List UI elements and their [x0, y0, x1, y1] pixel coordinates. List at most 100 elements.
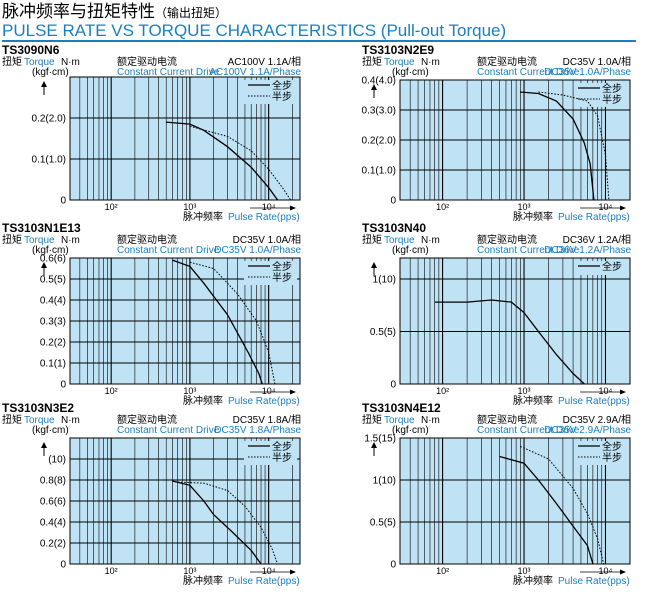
drive-spec-en: DC35V 1.0A/Phase	[214, 245, 301, 256]
drive-label-cn: 额定驱动电流	[477, 413, 537, 426]
y-tick-label: 0.5(5)	[370, 327, 396, 338]
torque-label-en: Torque	[24, 415, 55, 426]
drive-label-en: Constant Current Drive	[477, 67, 580, 78]
torque-unit-kgf: (kgf·cm)	[32, 425, 69, 436]
model-name: TS3103N3E2	[2, 401, 74, 415]
torque-label-en: Torque	[384, 57, 415, 68]
torque-unit: N·m	[421, 235, 440, 246]
y-tick-label: 0	[60, 196, 66, 207]
drive-spec-en: DC36V 1.2A/Phase	[544, 245, 631, 256]
x-axis-arrowhead	[290, 569, 296, 575]
y-tick-label: 0.8(8)	[40, 476, 66, 487]
x-tick-label: 10³	[518, 566, 531, 576]
torque-label-cn: 扭矩	[2, 55, 22, 68]
torque-unit: N·m	[421, 415, 440, 426]
x-axis-arrowhead	[290, 205, 296, 211]
y-tick-label: 0	[60, 380, 66, 391]
legend-bg	[244, 80, 297, 104]
series-full	[172, 480, 262, 565]
torque-unit-kgf: (kgf·cm)	[32, 67, 69, 78]
drive-spec-en: DC35V 1.8A/Phase	[214, 425, 301, 436]
y-tick-label: 0.3(3.0)	[362, 106, 396, 117]
x-label-cn: 脉冲频率	[513, 394, 553, 407]
x-axis-arrowhead	[620, 569, 626, 575]
y-tick-label: 0.2(2)	[40, 539, 66, 550]
page-title-cn: 脉冲频率与扭矩特性（输出扭矩）	[2, 2, 227, 23]
torque-unit: N·m	[61, 235, 80, 246]
title-divider	[2, 40, 636, 42]
y-tick-label: 1(10)	[373, 275, 396, 286]
legend: 全步	[574, 260, 627, 275]
legend-bg	[574, 261, 627, 275]
title-cn-subtitle: （输出扭矩）	[155, 6, 228, 20]
series-half	[520, 445, 605, 565]
drive-label-cn: 额定驱动电流	[477, 55, 537, 68]
x-label-en: Pulse Rate(pps)	[558, 576, 630, 587]
x-tick-label: 10²	[436, 566, 449, 576]
plot-frame	[399, 79, 631, 201]
series-full	[520, 91, 595, 201]
x-label-cn: 脉冲频率	[513, 574, 553, 587]
drive-spec-cn: AC100V 1.1A/相	[228, 55, 301, 68]
legend-label-full: 全步	[272, 79, 292, 92]
torque-label-cn: 扭矩	[2, 413, 22, 426]
x-axis-arrowhead	[620, 389, 626, 395]
y-tick-label: 0.2(2.0)	[362, 136, 396, 147]
drive-label-cn: 额定驱动电流	[117, 233, 177, 246]
x-axis-arrowhead	[620, 205, 626, 211]
x-tick-label: 10²	[436, 386, 449, 396]
torque-unit-kgf: (kgf·cm)	[392, 245, 429, 256]
x-label-en: Pulse Rate(pps)	[228, 212, 300, 223]
y-tick-label: 0.4(4)	[40, 296, 66, 307]
series-half	[189, 261, 276, 385]
legend-label-half: 半步	[272, 451, 292, 464]
legend-bg	[574, 83, 627, 107]
torque-unit-kgf: (kgf·cm)	[392, 67, 429, 78]
y-tick-label: 0.1(1)	[40, 359, 66, 370]
torque-unit-kgf: (kgf·cm)	[32, 245, 69, 256]
y-tick-label: 0	[390, 380, 396, 391]
y-tick-label: 0	[60, 560, 66, 571]
x-tick-label: 10⁴	[599, 386, 613, 396]
x-tick-label: 10⁴	[262, 202, 276, 212]
drive-spec-en: DC35V 2.9A/Phase	[544, 425, 631, 436]
x-label-cn: 脉冲频率	[183, 394, 223, 407]
legend-bg	[574, 441, 627, 465]
torque-label-cn: 扭矩	[362, 55, 382, 68]
y-tick-label: 0.1(1.0)	[362, 166, 396, 177]
torque-label-en: Torque	[384, 415, 415, 426]
torque-label-cn: 扭矩	[362, 233, 382, 246]
legend-label-full: 全步	[602, 440, 622, 453]
y-tick-label: 0.4(4.0)	[362, 76, 396, 87]
y-axis-arrowhead	[371, 84, 377, 90]
torque-unit-kgf: (kgf·cm)	[392, 425, 429, 436]
torque-label-en: Torque	[24, 235, 55, 246]
drive-label-en: Constant Current Drive	[477, 425, 580, 436]
drive-spec-en: DC35V 1.0A/Phase	[544, 67, 631, 78]
y-tick-label: 0.2(2.0)	[32, 114, 66, 125]
legend-label-half: 半步	[272, 90, 292, 103]
x-tick-label: 10³	[183, 202, 196, 212]
model-name: TS3103N4E12	[362, 401, 441, 415]
torque-unit: N·m	[421, 57, 440, 68]
drive-spec-en: AC100V 1.1A/Phase	[209, 67, 301, 78]
drive-label-en: Constant Current Drive	[117, 245, 220, 256]
drive-label-cn: 额定驱动电流	[117, 413, 177, 426]
x-tick-label: 10³	[518, 202, 531, 212]
x-label-en: Pulse Rate(pps)	[228, 576, 300, 587]
plot-frame	[69, 437, 301, 565]
x-label-cn: 脉冲频率	[183, 210, 223, 223]
y-tick-label: 0.1(1.0)	[32, 155, 66, 166]
y-tick-label: 1.5(15)	[364, 434, 396, 445]
torque-label-en: Torque	[384, 235, 415, 246]
